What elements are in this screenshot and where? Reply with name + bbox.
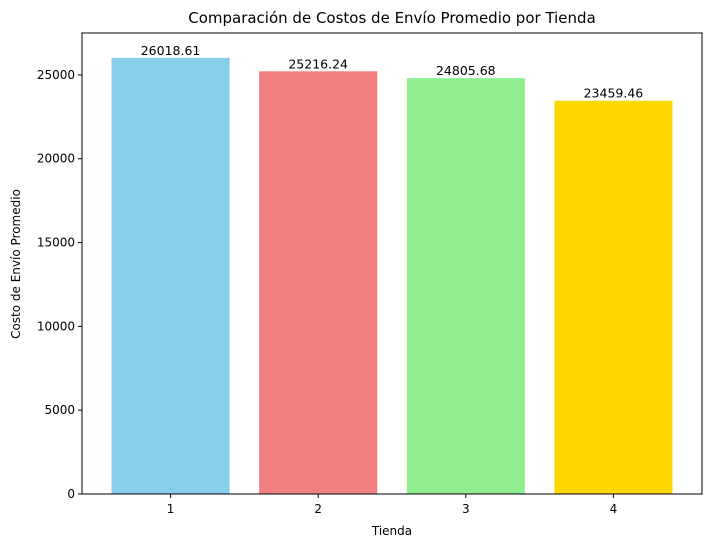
y-axis-label: Costo de Envío Promedio	[9, 189, 23, 339]
data-label-1: 26018.61	[141, 43, 201, 58]
y-tick-label: 20000	[37, 152, 75, 166]
x-tick-label: 3	[462, 502, 470, 516]
y-tick-label: 15000	[37, 236, 75, 250]
x-tick-label: 2	[314, 502, 322, 516]
bar-2	[259, 71, 378, 494]
chart-title: Comparación de Costos de Envío Promedio …	[188, 9, 596, 27]
x-axis-label: Tienda	[371, 524, 412, 538]
bar-1	[111, 57, 230, 494]
data-label-4: 23459.46	[584, 86, 644, 101]
x-tick-label: 4	[610, 502, 618, 516]
bar-3	[406, 78, 525, 495]
x-tick-label: 1	[167, 502, 175, 516]
y-tick-label: 10000	[37, 319, 75, 333]
data-label-3: 24805.68	[436, 63, 496, 78]
data-label-2: 25216.24	[288, 56, 348, 71]
plot-area: 26018.61 25216.24 24805.68 23459.46 0 5000 100…	[37, 32, 703, 516]
y-tick-label: 0	[67, 487, 75, 501]
bar-4	[554, 100, 673, 495]
axes-frame	[81, 32, 703, 495]
y-tick-label: 25000	[37, 68, 75, 82]
y-tick-label: 5000	[44, 403, 75, 417]
